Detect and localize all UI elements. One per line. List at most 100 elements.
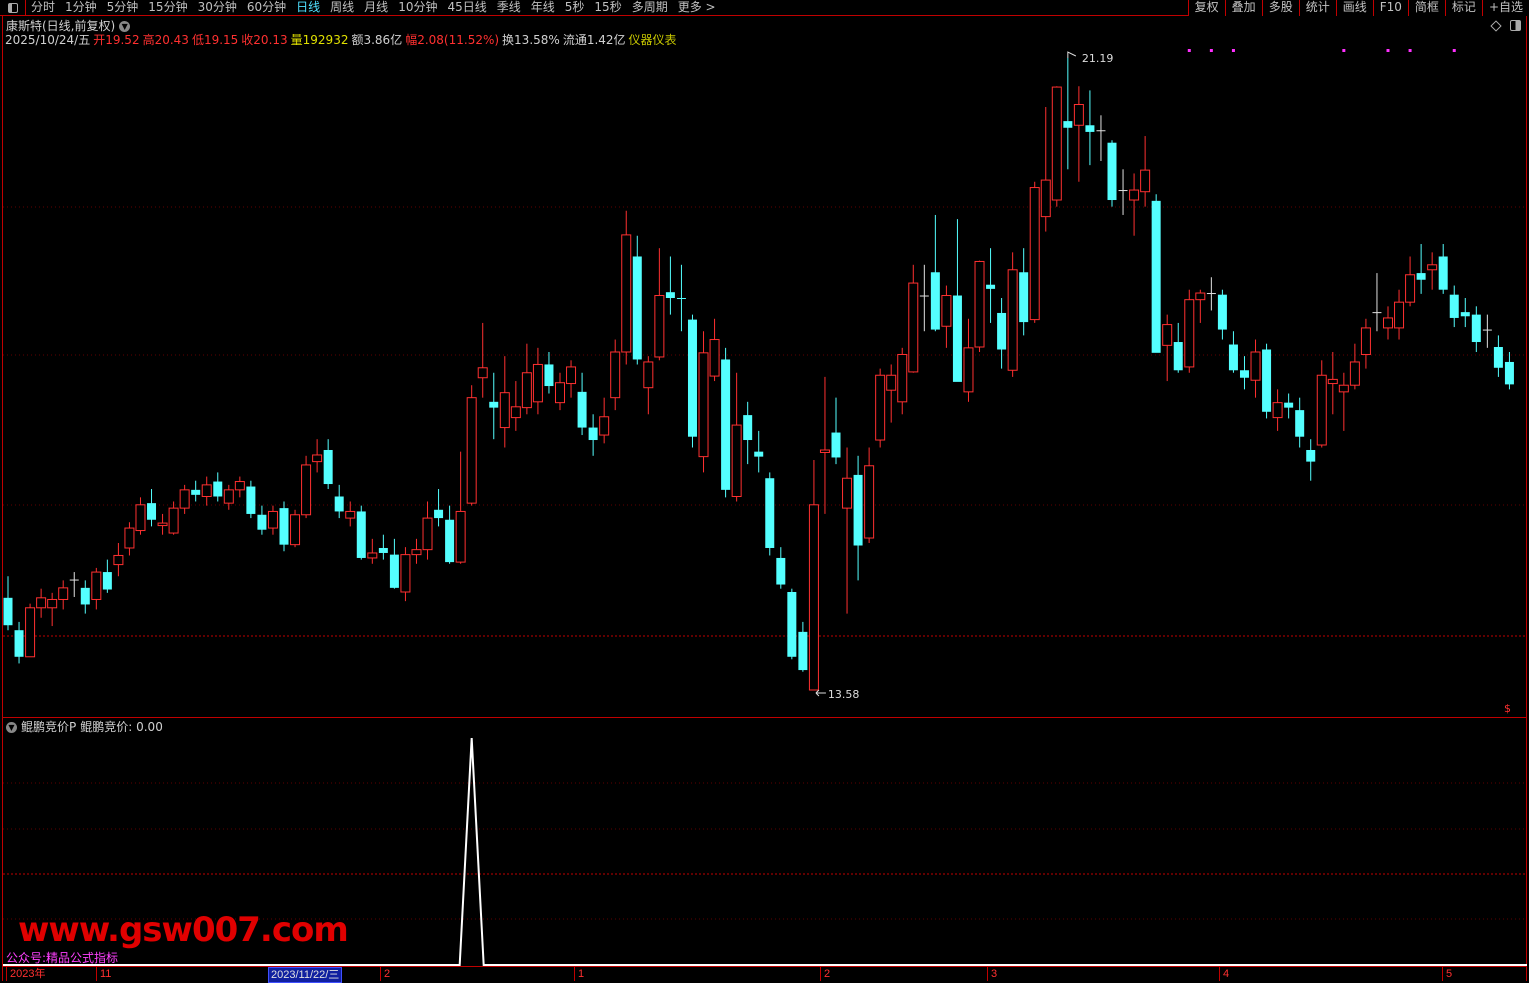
- dollar-marker: $: [1504, 702, 1511, 715]
- period-tab[interactable]: 45日线: [447, 0, 487, 14]
- candle-body-down: [434, 509, 444, 519]
- panel-divider[interactable]: [2, 717, 1527, 718]
- candle-body-down: [1493, 347, 1503, 368]
- period-tab[interactable]: 月线: [364, 0, 389, 14]
- candle-body-down: [246, 486, 256, 514]
- period-tab[interactable]: 60分钟: [246, 0, 287, 14]
- candle-body-up: [36, 597, 47, 609]
- toolbar-right-buttons: 复权 叠加 多股 统计 画线 F10 简框 标记 +自选: [1187, 0, 1529, 16]
- candle-body-up: [47, 598, 58, 609]
- toolbar-button[interactable]: F10: [1372, 0, 1408, 16]
- diamond-icon[interactable]: [1490, 19, 1502, 32]
- candle-body-up: [1272, 402, 1283, 419]
- candle-body-down: [743, 415, 753, 441]
- candle-body-up: [864, 465, 875, 539]
- toolbar-button[interactable]: 画线: [1335, 0, 1373, 16]
- period-tab[interactable]: 15分钟: [148, 0, 188, 14]
- candle-body-up: [1327, 378, 1338, 385]
- candle-body-up: [698, 352, 709, 458]
- period-tab[interactable]: 5秒: [564, 0, 585, 14]
- info-change: 幅2.08(11.52%): [405, 33, 500, 47]
- candle-body-up: [367, 552, 378, 559]
- date-axis-label: 2023年: [6, 967, 45, 981]
- period-tab[interactable]: 15秒: [594, 0, 622, 14]
- candle-body-up: [234, 481, 245, 491]
- candle-body-down: [1239, 370, 1249, 378]
- toolbar-button[interactable]: 复权: [1187, 0, 1225, 16]
- toolbar-button[interactable]: +自选: [1481, 0, 1529, 16]
- candle-body-up: [168, 507, 179, 534]
- candle-body-up: [455, 510, 466, 563]
- candle-body-down: [378, 547, 388, 553]
- candle-body-up: [1140, 169, 1151, 193]
- candle-body-down: [1504, 361, 1514, 385]
- watermark-wechat: 公众号:精品公式指标: [6, 951, 119, 965]
- candle-body-down: [1228, 344, 1238, 371]
- signal-marker: [1408, 49, 1412, 52]
- candle-body-down: [489, 401, 499, 408]
- candle-body-down: [356, 511, 366, 558]
- date-axis-label: 2: [820, 967, 830, 981]
- signal-marker: [1231, 49, 1235, 52]
- stock-title[interactable]: 康斯特(日线,前复权) ▼: [6, 19, 131, 33]
- info-open: 开19.52: [93, 33, 140, 47]
- candle-body-up: [124, 527, 135, 549]
- panel-layout-icon[interactable]: [1510, 20, 1521, 31]
- candle-body-up: [1029, 187, 1040, 321]
- period-tab[interactable]: 年线: [530, 0, 555, 14]
- toolbar-button[interactable]: 多股: [1261, 0, 1299, 16]
- candle-body-up: [1195, 292, 1206, 301]
- candle-body-up: [477, 367, 488, 379]
- info-turnover: 换13.58%: [502, 33, 560, 47]
- candle-body-up: [1129, 189, 1140, 201]
- info-close: 收20.13: [241, 33, 288, 47]
- candle-body-down: [102, 572, 112, 590]
- candle-body-up: [223, 489, 234, 504]
- info-sector[interactable]: 仪器仪表: [628, 33, 677, 47]
- date-axis: 2023年 11 2023/11/22/三 2 1 2 3 4 5: [2, 966, 1527, 983]
- chevron-down-icon[interactable]: ▼: [119, 20, 131, 32]
- date-axis-label: 1: [574, 967, 584, 981]
- date-axis-label: 4: [1219, 967, 1229, 981]
- candle-body-down: [754, 451, 764, 457]
- toolbar-button[interactable]: 简框: [1407, 0, 1445, 16]
- candle-body-down: [676, 298, 686, 300]
- period-tab[interactable]: 更多 >: [677, 0, 716, 14]
- toolbar-button[interactable]: 标记: [1444, 0, 1482, 16]
- period-tab[interactable]: 日线: [296, 0, 321, 14]
- panel-toggle-icon[interactable]: [0, 0, 26, 16]
- candle-body-down: [279, 508, 289, 545]
- period-tab[interactable]: 分时: [31, 0, 56, 14]
- candle-body-up: [510, 406, 521, 419]
- period-tab[interactable]: 多周期: [631, 0, 668, 14]
- candle-body-down: [1118, 190, 1128, 192]
- period-tab[interactable]: 5分钟: [106, 0, 139, 14]
- candle-body-up: [819, 449, 830, 453]
- info-amount: 额3.86亿: [351, 33, 403, 47]
- candle-body-down: [334, 496, 344, 512]
- period-tab[interactable]: 周线: [330, 0, 355, 14]
- period-tab[interactable]: 季线: [496, 0, 521, 14]
- candle-body-up: [25, 607, 36, 658]
- period-tab[interactable]: 10分钟: [398, 0, 438, 14]
- candle-body-down: [787, 592, 797, 657]
- indicator-name[interactable]: 鲲鹏竞价P: [21, 720, 77, 734]
- candle-body-down: [853, 474, 863, 546]
- candle-body-down: [997, 312, 1007, 350]
- candle-body-up: [312, 454, 323, 463]
- toolbar-button[interactable]: 统计: [1298, 0, 1336, 16]
- candle-body-down: [919, 295, 929, 297]
- candle-body-down: [1096, 130, 1106, 132]
- period-tab[interactable]: 1分钟: [65, 0, 97, 14]
- period-tab[interactable]: 30分钟: [197, 0, 237, 14]
- date-axis-label: 3: [987, 967, 997, 981]
- toolbar-button[interactable]: 叠加: [1224, 0, 1262, 16]
- stock-name: 康斯特(日线,前复权): [6, 19, 116, 33]
- candle-body-up: [135, 504, 146, 532]
- candle-body-up: [731, 424, 742, 497]
- candle-body-down: [765, 478, 775, 548]
- chevron-down-icon[interactable]: ▼: [6, 721, 17, 733]
- candle-body-up: [1383, 317, 1393, 329]
- candle-body-up: [1360, 327, 1371, 355]
